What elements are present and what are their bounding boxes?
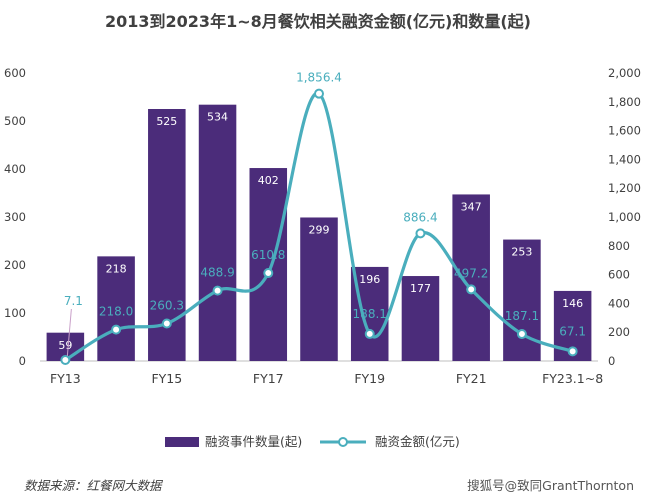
y-right-tick-label: 600 (608, 268, 630, 282)
line-point (111, 324, 122, 335)
source-note: 数据来源：红餐网大数据 (24, 478, 162, 493)
x-tick-label: FY17 (253, 371, 284, 386)
y-right-tick-label: 2,000 (608, 66, 641, 80)
chart-title: 2013到2023年1~8月餐饮相关融资金额(亿元)和数量(起) (105, 12, 531, 31)
y-right-tick-label: 1,200 (608, 181, 641, 195)
line-data-label: 497.2 (454, 266, 488, 280)
bar-data-label: 402 (258, 174, 279, 187)
legend-swatch-bar (165, 437, 199, 447)
y-right-tick-label: 1,400 (608, 152, 641, 166)
x-tick-label: FY21 (456, 371, 487, 386)
bar (198, 104, 237, 362)
y-right-tick-label: 400 (608, 296, 630, 310)
y-left-tick-label: 200 (4, 258, 26, 272)
y-right-tick-label: 800 (608, 239, 630, 253)
line-point (567, 346, 578, 357)
y-right-tick-label: 1,600 (608, 124, 641, 138)
y-right-tick-label: 1,000 (608, 210, 641, 224)
y-left-tick-label: 0 (19, 354, 26, 368)
bar-data-label: 347 (461, 200, 482, 213)
y-left-tick-label: 400 (4, 162, 26, 176)
line-point (263, 268, 274, 279)
line-data-label: 187.1 (505, 309, 539, 323)
axes: 0 100 200 300 400 500 600 0 200 400 600 800 1,000 1,2… (4, 66, 641, 386)
line-point (466, 284, 477, 295)
bar (452, 194, 490, 361)
y-right-tick-label: 200 (608, 325, 630, 339)
line-point (314, 88, 324, 99)
watermark: 搜狐号@致同GrantThornton (467, 478, 634, 493)
y-left-tick-label: 300 (4, 210, 26, 224)
bar-data-label: 177 (410, 282, 431, 295)
line-point (60, 354, 71, 365)
bar-data-label: 59 (58, 339, 72, 352)
bar-data-label: 218 (106, 262, 127, 275)
bar-data-label: 146 (562, 297, 583, 310)
line-point (516, 329, 527, 340)
bar-data-label: 196 (359, 273, 380, 286)
line-data-label: 218.0 (99, 305, 133, 319)
line-point (364, 328, 375, 339)
bar-data-label: 253 (511, 246, 532, 259)
line-data-label: 188.1 (353, 307, 387, 321)
line-point (415, 228, 426, 239)
bar-data-label: 299 (309, 223, 330, 236)
line-data-label: 488.9 (200, 266, 234, 280)
line-data-label: 260.3 (150, 299, 184, 313)
line-data-label: 886.4 (403, 210, 437, 224)
bar (97, 256, 135, 361)
x-tick-label: FY15 (151, 371, 182, 386)
line-data-label: 7.1 (64, 294, 83, 308)
legend-label-bar: 融资事件数量(起) (205, 434, 302, 449)
y-left-tick-label: 600 (4, 66, 26, 80)
y-right-tick-label: 1,800 (608, 95, 641, 109)
bar (300, 217, 338, 361)
bar-data-label: 534 (207, 111, 228, 124)
bar (249, 168, 288, 361)
legend-label-line: 融资金额(亿元) (375, 434, 460, 449)
legend: 融资事件数量(起) 融资金额(亿元) (165, 434, 460, 449)
line-data-label: 610.8 (251, 248, 285, 262)
line-point (212, 285, 223, 296)
line-data-label: 1,856.4 (296, 71, 342, 85)
x-tick-label: FY23.1~8 (542, 371, 603, 386)
y-right-tick-label: 0 (608, 354, 615, 368)
x-tick-label: FY13 (50, 371, 81, 386)
line-series: 7.1 218.0 260.3 488.9 610.8 1,856.4 188.1 886.4… (60, 71, 586, 365)
line-point (161, 318, 172, 329)
y-left-tick-label: 500 (4, 114, 26, 128)
y-left-tick-label: 100 (4, 306, 26, 320)
x-tick-label: FY19 (354, 371, 385, 386)
bar-data-label: 525 (156, 115, 177, 128)
legend-swatch-marker (338, 437, 348, 447)
line-data-label: 67.1 (559, 324, 586, 338)
label-leader-line (66, 308, 72, 357)
bar (401, 276, 440, 361)
